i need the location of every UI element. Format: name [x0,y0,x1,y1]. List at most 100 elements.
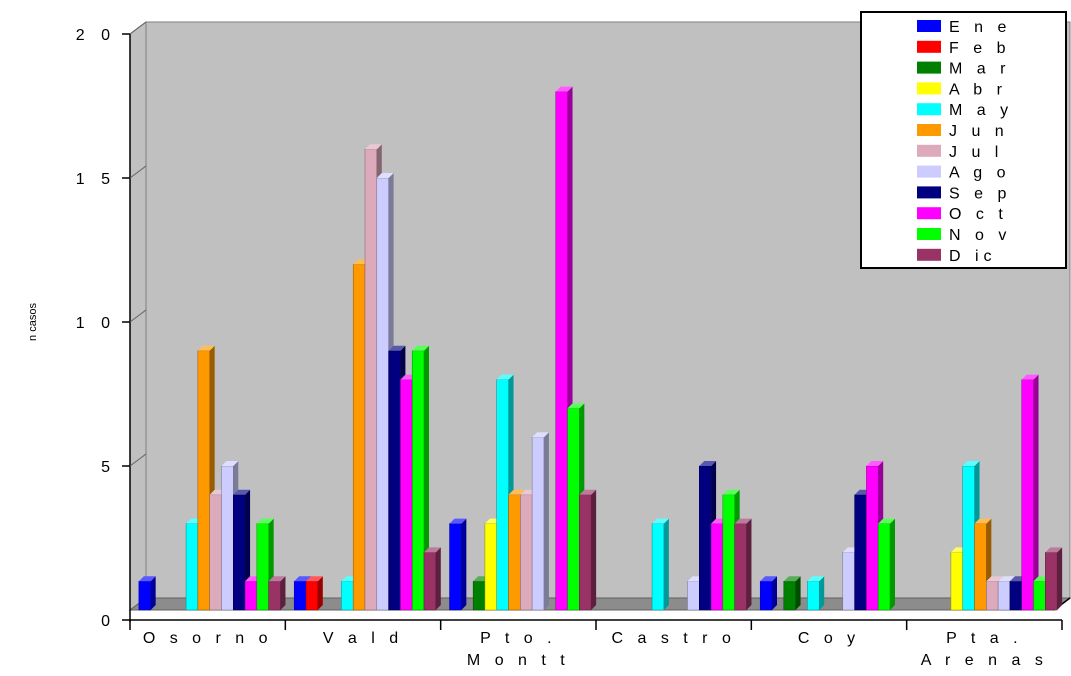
bar-side [746,518,752,610]
bar [877,518,895,611]
bar-front [759,580,773,611]
bar-top [388,345,406,351]
bar-front [185,523,199,611]
bar-top [760,576,777,582]
bar-front [268,580,281,611]
bar [1045,547,1063,611]
bar-front [997,580,1011,611]
legend-entry: J u l [949,144,1003,161]
y-gridline-stub [129,21,147,35]
bar [138,576,156,611]
bar-front [567,408,580,611]
bar-front [388,350,401,611]
bar-top [699,461,717,466]
bar-top [986,576,1004,582]
bar-side [150,576,156,610]
bar-top [866,461,884,466]
bar-front [1033,580,1046,611]
bar [783,576,801,611]
y-axis-label: n casos [27,303,39,341]
legend-swatch [917,20,941,32]
bar-front [256,523,269,611]
y-tick-label: 2 0 [76,27,116,44]
bar-top [579,489,597,495]
bar-front [221,465,234,611]
legend-swatch [917,40,941,53]
bar-side [1033,374,1039,610]
bar [233,489,251,611]
x-axis: O s o r n o V a l d P t o . M o n t t C a s … [129,619,1063,669]
bar-front [842,552,855,611]
bar-front [807,580,820,611]
bar-top [652,518,669,524]
bar [531,432,549,611]
bar-side [461,518,467,610]
bar-front [352,264,366,611]
bar-front [484,523,497,611]
bar-side [317,576,323,610]
legend-swatch [917,207,941,220]
bar-front [341,580,354,611]
y-tick-label: 0 [101,613,116,630]
bar-top [138,576,156,582]
bar-front [472,580,486,611]
bar-top [294,576,311,582]
y-gridline-stub [129,453,147,467]
bar-top [722,489,740,495]
bar [579,489,597,611]
bar-front [555,91,568,611]
bar-side [543,432,549,610]
bar-top [734,518,752,524]
legend-entry: M a r [949,61,1010,78]
legend-box [860,11,1067,269]
bar-top [365,144,382,150]
bar-front [1009,580,1022,611]
bar-top [376,173,394,178]
bar-front [376,177,389,611]
bar-front [699,465,712,611]
bar-front [986,580,999,611]
x-tick-label: P t o . [480,630,557,647]
bar-top [233,489,251,495]
bar [411,345,429,611]
x-tick-label: V a l d [323,630,403,647]
legend-entry: D ic [949,248,997,265]
legend-swatch [917,61,941,74]
bar-front [197,350,210,611]
bar-front [400,379,413,611]
bar-front [364,148,378,611]
legend-entry: A g o [949,165,1010,182]
x-tick-label: P t a . [946,630,1023,647]
y-gridline-stub [129,165,147,179]
bar-front [1021,379,1034,611]
bar-front [974,523,987,611]
bar-front [305,580,319,611]
bar [759,576,777,611]
bar-top [1045,547,1063,553]
bar-side [819,576,825,610]
bar-front [710,523,724,611]
x-tick-label: O s o r n o [143,630,273,647]
bar-side [280,576,286,610]
bar-front [687,580,700,611]
y-axis: 0 5 1 0 1 5 2 0 [76,21,147,630]
bar-top [1021,374,1039,380]
bar-front [866,465,879,611]
bar-front [508,494,521,611]
legend-entry: M a y [949,102,1013,119]
bar-front [209,494,222,611]
bar [305,576,323,611]
legend-entry: E n e [949,19,1011,36]
legend-swatch [917,144,941,157]
bar-front [138,580,151,611]
bar-front [531,436,545,611]
bar-side [435,547,441,610]
bar-top [306,576,323,582]
bar [268,576,286,611]
bar-top [268,576,286,582]
legend-entry: F e b [949,40,1010,57]
bar [734,518,752,611]
bar-top [508,489,526,495]
bar [1021,374,1039,611]
